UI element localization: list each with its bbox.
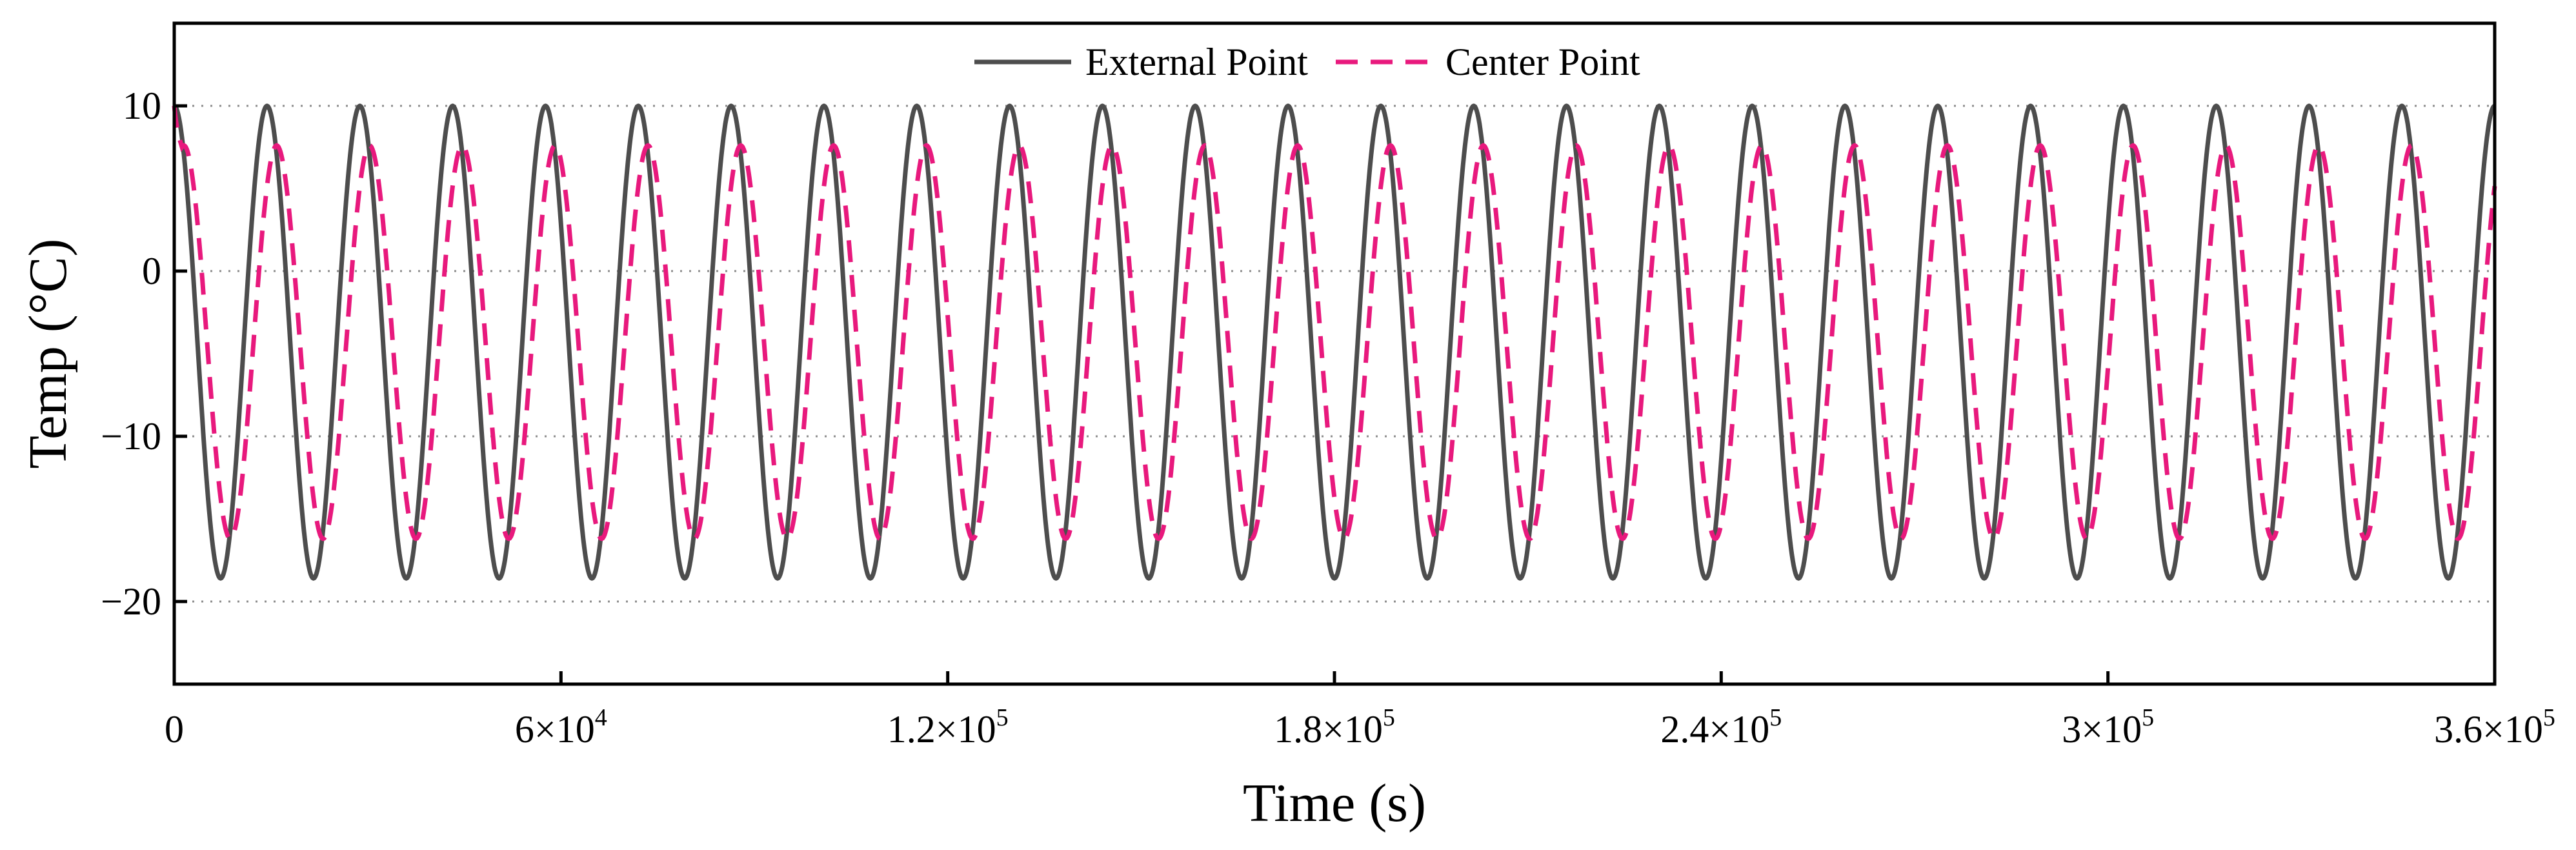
x-tick-label-1: 6×104	[515, 704, 607, 751]
x-tick-label-0: 0	[165, 708, 184, 751]
x-axis-title: Time (s)	[1243, 773, 1426, 833]
y-tick-label-2: −10	[101, 415, 161, 458]
axis-ticks: 0 6×104 1.2×105 1.8×105 2.4×105 3×105 3.6×105 1…	[101, 85, 2555, 751]
x-tick-label-2: 1.2×105	[887, 704, 1009, 751]
y-tick-label-3: −20	[101, 580, 161, 623]
x-tick-label-3: 1.8×105	[1274, 704, 1395, 751]
legend: External Point Center Point	[974, 41, 1640, 83]
x-tick-label-4: 2.4×105	[1660, 704, 1782, 751]
legend-label-external-point: External Point	[1085, 41, 1308, 83]
series-lines	[172, 103, 2497, 581]
series-line-external-point	[173, 103, 2496, 581]
x-tick-label-6: 3.6×105	[2434, 704, 2555, 751]
y-tick-label-1: 0	[142, 250, 161, 292]
y-tick-label-0: 10	[123, 85, 161, 127]
series-line-center-point	[172, 105, 2497, 541]
y-axis-title: Temp (°C)	[18, 239, 78, 469]
grid-lines	[174, 105, 2495, 603]
legend-label-center-point: Center Point	[1445, 41, 1640, 83]
x-tick-label-5: 3×105	[2062, 704, 2154, 751]
